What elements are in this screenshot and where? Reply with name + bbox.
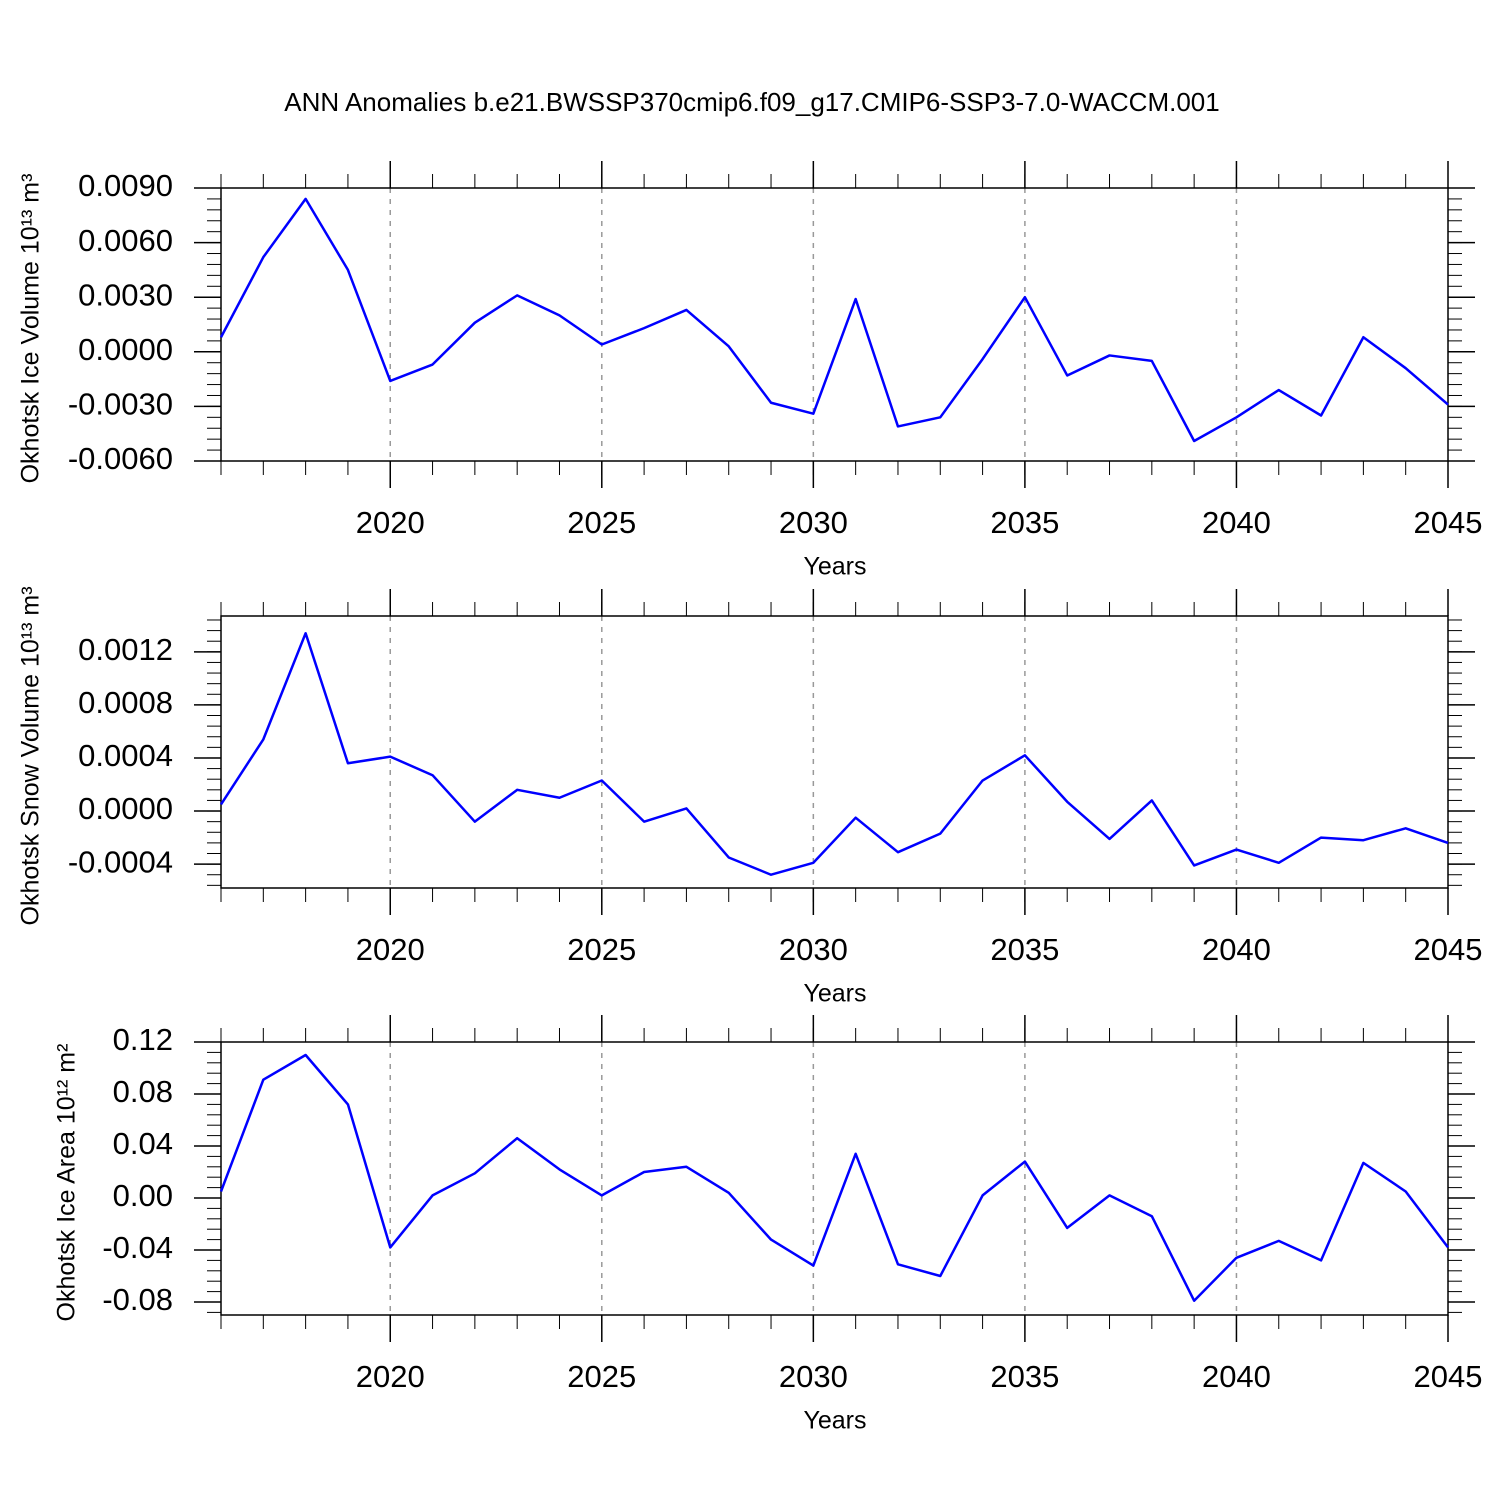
x-axis-label: Years bbox=[803, 980, 866, 1008]
y-tick-label: -0.0030 bbox=[68, 387, 173, 422]
y-axis-label: Okhotsk Snow Volume 10¹³ m³ bbox=[17, 586, 45, 925]
x-axis-label: Years bbox=[803, 1407, 866, 1435]
plot-frame bbox=[220, 615, 1449, 889]
y-tick-label: 0.12 bbox=[113, 1022, 173, 1057]
x-tick-label: 2045 bbox=[1414, 932, 1483, 967]
y-tick-label: -0.0060 bbox=[68, 441, 173, 476]
data-line bbox=[219, 197, 1449, 443]
x-tick-label: 2040 bbox=[1202, 505, 1271, 540]
chart-title: ANN Anomalies b.e21.BWSSP370cmip6.f09_g1… bbox=[284, 87, 1219, 117]
y-axis-label: Okhotsk Ice Area 10¹² m² bbox=[53, 1044, 81, 1322]
y-axis-label: Okhotsk Ice Volume 10¹³ m³ bbox=[17, 174, 45, 484]
y-tick-label: 0.0030 bbox=[78, 277, 173, 312]
x-tick-label: 2035 bbox=[990, 505, 1059, 540]
y-tick-label: 0.0000 bbox=[78, 332, 173, 367]
x-tick-label: 2035 bbox=[990, 932, 1059, 967]
x-tick-label: 2030 bbox=[779, 932, 848, 967]
y-tick-label: 0.0060 bbox=[78, 223, 173, 258]
x-axis-label: Years bbox=[803, 553, 866, 581]
y-tick-label: 0.00 bbox=[113, 1178, 173, 1213]
plot-frame bbox=[220, 187, 1449, 462]
y-tick-label: 0.04 bbox=[113, 1126, 173, 1161]
x-tick-label: 2040 bbox=[1202, 1359, 1271, 1394]
y-tick-label: 0.0090 bbox=[78, 168, 173, 203]
y-tick-label: 0.0000 bbox=[78, 791, 173, 826]
y-tick-label: -0.04 bbox=[102, 1230, 173, 1265]
y-tick-label: -0.0004 bbox=[68, 844, 173, 879]
y-tick-label: 0.0008 bbox=[78, 685, 173, 720]
x-tick-label: 2030 bbox=[779, 505, 848, 540]
y-tick-label: 0.0012 bbox=[78, 632, 173, 667]
x-tick-label: 2020 bbox=[356, 1359, 425, 1394]
data-line bbox=[219, 1053, 1449, 1302]
y-tick-label: -0.08 bbox=[102, 1282, 173, 1317]
plot-frame bbox=[220, 1041, 1449, 1316]
x-tick-label: 2025 bbox=[567, 1359, 636, 1394]
x-tick-label: 2045 bbox=[1414, 1359, 1483, 1394]
x-tick-label: 2040 bbox=[1202, 932, 1271, 967]
y-tick-label: 0.0004 bbox=[78, 738, 173, 773]
x-tick-label: 2020 bbox=[356, 505, 425, 540]
x-tick-label: 2030 bbox=[779, 1359, 848, 1394]
x-tick-label: 2025 bbox=[567, 932, 636, 967]
x-tick-label: 2020 bbox=[356, 932, 425, 967]
x-tick-label: 2025 bbox=[567, 505, 636, 540]
data-line bbox=[219, 631, 1449, 876]
x-tick-label: 2045 bbox=[1414, 505, 1483, 540]
y-tick-label: 0.08 bbox=[113, 1074, 173, 1109]
x-tick-label: 2035 bbox=[990, 1359, 1059, 1394]
